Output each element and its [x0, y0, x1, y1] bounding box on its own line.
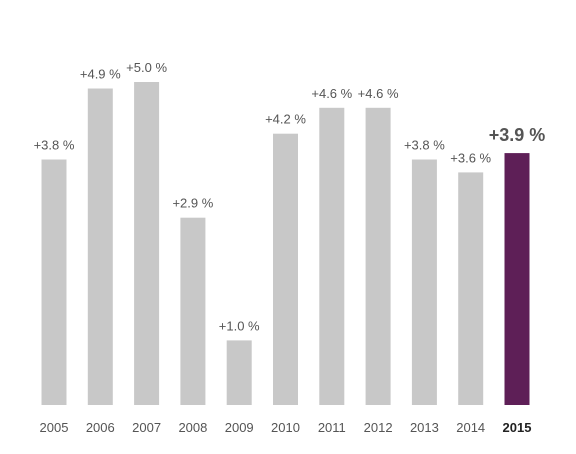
bar-2013 — [411, 159, 437, 405]
x-tick-label-2013: 2013 — [410, 420, 439, 435]
x-axis-tick-labels: 2005 2006 2007 2008 2009 2010 2011 2012 2013 2014… — [40, 420, 532, 435]
bar-2014 — [458, 172, 484, 405]
bar-2011 — [319, 107, 345, 406]
x-tick-label-2007: 2007 — [132, 420, 161, 435]
value-label-2006: +4.9 % — [80, 67, 121, 82]
bar-2005 — [41, 159, 67, 405]
bar-2015 — [504, 153, 530, 405]
x-tick-label-2014: 2014 — [456, 420, 485, 435]
bar-2009 — [226, 340, 252, 405]
bars-group — [41, 82, 530, 406]
value-label-2011: +4.6 % — [311, 86, 352, 101]
bar-2012 — [365, 107, 391, 406]
x-tick-label-2010: 2010 — [271, 420, 300, 435]
bar-2008 — [180, 217, 206, 405]
x-tick-label-2011: 2011 — [318, 420, 346, 435]
value-label-2007: +5.0 % — [126, 60, 167, 75]
bar-2006 — [87, 88, 113, 405]
x-tick-label-2009: 2009 — [225, 420, 254, 435]
value-label-2009: +1.0 % — [219, 318, 260, 333]
value-label-2010: +4.2 % — [265, 112, 306, 127]
x-tick-label-2006: 2006 — [86, 420, 115, 435]
x-tick-label-2005: 2005 — [40, 420, 69, 435]
x-tick-label-2012: 2012 — [364, 420, 393, 435]
value-labels-group: +3.8 % +4.9 % +5.0 % +2.9 % +1.0 % +4.2 % +4.6… — [34, 60, 546, 333]
value-label-2005: +3.8 % — [34, 138, 75, 153]
value-label-2014: +3.6 % — [450, 150, 491, 165]
x-tick-label-2015: 2015 — [503, 420, 532, 435]
x-tick-label-2008: 2008 — [178, 420, 207, 435]
value-label-2013: +3.8 % — [404, 138, 445, 153]
value-label-2012: +4.6 % — [358, 86, 399, 101]
value-label-2015: +3.9 % — [489, 125, 546, 145]
bar-2007 — [134, 82, 160, 405]
bar-2010 — [273, 133, 298, 405]
value-label-2008: +2.9 % — [172, 196, 213, 211]
